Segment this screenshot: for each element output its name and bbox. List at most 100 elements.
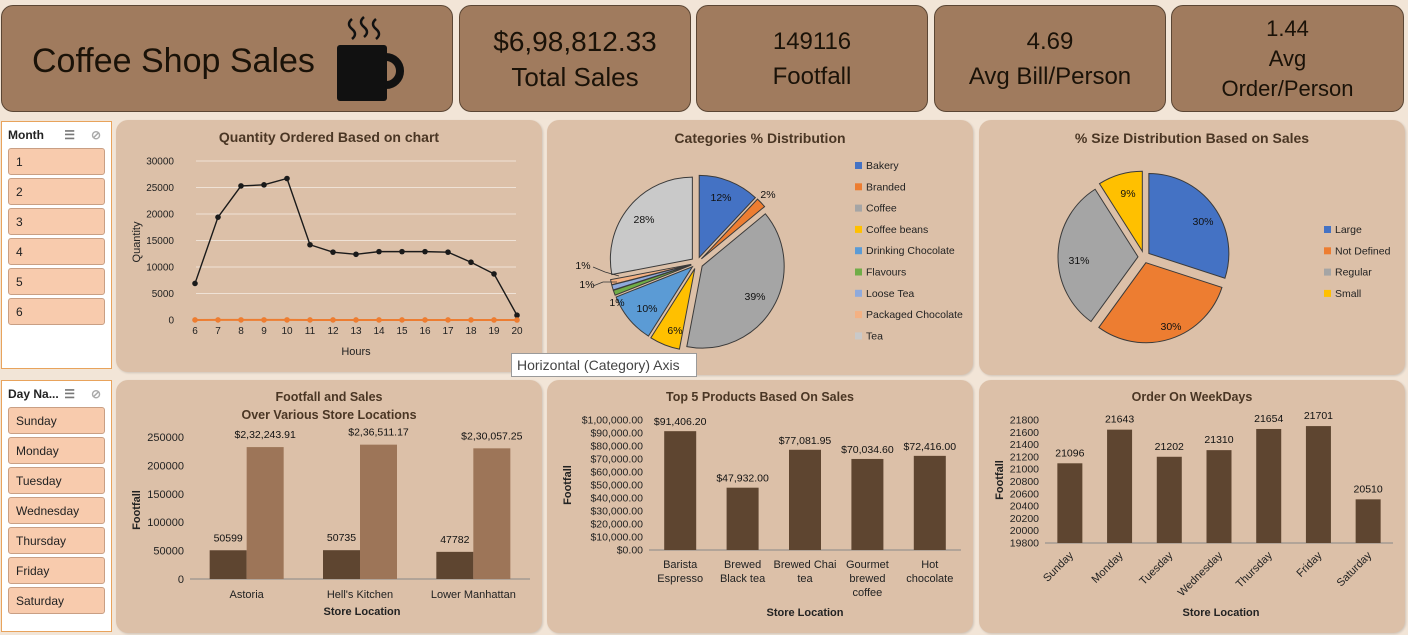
y-tick-label: 21800 [1010,415,1039,427]
x-tick-label: 6 [192,326,198,337]
month-item-2[interactable]: 2 [8,178,105,205]
quantity-chart-panel[interactable]: Quantity Ordered Based on chart 0 5000 1000… [116,120,542,372]
axis-tooltip: Horizontal (Category) Axis [511,353,697,377]
multi-select-icon[interactable]: ☰ [64,128,75,142]
x-tick-label: 19 [488,326,500,337]
month-item-6[interactable]: 6 [8,298,105,325]
dashboard-title: Coffee Shop Sales [32,42,315,80]
weekdays-bar-chart: Order On WeekDays 19800200002020020400206… [994,390,1393,619]
x-tick-label: Saturday [1335,549,1375,589]
day-item-thursday[interactable]: Thursday [8,527,105,554]
bar-footfall [436,551,474,579]
size-chart-panel[interactable]: % Size Distribution Based on Sales 30% 30%… [979,120,1405,375]
x-tick-label: coffee [853,587,883,599]
data-point [215,317,221,323]
data-point [261,317,267,323]
x-tick-label: Hell's Kitchen [327,589,393,601]
x-tick-label: 14 [373,326,385,337]
data-point [307,317,313,323]
month-item-1[interactable]: 1 [8,148,105,175]
legend-label: Coffee beans [866,224,928,236]
x-tick-label: 18 [465,326,477,337]
avg-order-label-2: Order/Person [1221,75,1354,101]
avg-order-label-1: Avg [1268,45,1307,71]
x-tick-label: 20 [511,326,523,337]
legend-label: Bakery [866,160,899,172]
month-item-4[interactable]: 4 [8,238,105,265]
data-point [468,259,474,266]
bar-data-label: $2,30,057.25 [461,430,522,442]
y-tick-label: $0.00 [617,545,643,557]
legend-label: Coffee [866,203,897,215]
bar-data-label: $70,034.60 [841,444,894,456]
day-item-wednesday[interactable]: Wednesday [8,497,105,524]
multi-select-icon[interactable]: ☰ [64,387,75,401]
legend-swatch [855,311,862,319]
data-point [422,248,428,255]
day-item-tuesday[interactable]: Tuesday [8,467,105,494]
bar [1305,426,1331,543]
chart-subtitle: Over Various Store Locations [241,408,416,422]
data-point [238,183,244,189]
weekdays-chart-panel[interactable]: Order On WeekDays 19800 20000 20200 20400 206… [979,380,1405,633]
avg-bill-card: 4.69 Avg Bill/Person [934,5,1166,112]
y-tick-label: 30000 [146,157,174,168]
bar [1206,450,1232,543]
bar-data-label: 21701 [1304,410,1333,422]
title-card: Coffee Shop Sales [1,5,453,112]
day-slicer: Day Na... ☰ ⊘ Sunday Monday Tuesday Wedn… [1,380,112,632]
day-item-friday[interactable]: Friday [8,557,105,584]
footfall-card: 149116 Footfall [696,5,928,112]
bar-data-label: $47,932.00 [716,473,769,485]
day-item-monday[interactable]: Monday [8,437,105,464]
bar [913,455,946,550]
chart-title: Categories % Distribution [674,130,845,146]
footfall-sales-chart-panel[interactable]: Footfall and Sales Over Various Store Loc… [116,380,542,633]
y-tick-label: 20400 [1010,501,1039,513]
slice-data-label: 39% [744,291,765,303]
y-tick-label: 21600 [1010,427,1039,439]
y-tick-label: 21400 [1010,439,1039,451]
data-point [215,214,221,220]
legend-swatch [855,225,862,233]
avg-order-value: 1.44 [1266,15,1309,41]
month-item-5[interactable]: 5 [8,268,105,295]
data-point [284,175,290,182]
data-point [376,317,382,323]
data-point [468,317,474,323]
legend-label: Tea [866,330,883,342]
y-tick-label: 10000 [146,263,174,274]
data-point [353,251,359,258]
month-item-3[interactable]: 3 [8,208,105,235]
y-tick-label: 100000 [147,517,184,529]
size-pie-chart: % Size Distribution Based on Sales 30% 30%… [1057,130,1391,344]
data-point [399,248,405,255]
data-point [422,317,428,323]
clear-filter-icon[interactable]: ⊘ [90,387,101,401]
top5-chart-panel[interactable]: Top 5 Products Based On Sales $0.00 $10,00… [547,380,973,633]
top5-products-bar-chart: Top 5 Products Based On Sales $0.00$10,00… [562,390,961,619]
day-item-saturday[interactable]: Saturday [8,587,105,614]
legend-label: Flavours [866,267,906,279]
x-tick-label: Hot [921,559,938,571]
categories-pie-chart: Categories % Distribution 12% 2% 39% 6% 10% 1%… [575,130,963,350]
pie-slice [698,174,757,259]
categories-chart-panel[interactable]: Categories % Distribution 12% 2% 39% 6% 10% 1%… [547,120,973,375]
slice-data-label: 6% [667,325,682,337]
y-tick-label: $1,00,000.00 [582,415,643,427]
bar-data-label: $2,32,243.91 [235,429,296,441]
pie-slice [701,198,766,260]
pie-slice [1148,172,1230,279]
y-tick-label: 20000 [146,210,174,221]
slice-data-label: 1% [609,297,624,309]
bar-data-label: $72,416.00 [904,441,957,453]
x-axis-label: Store Location [766,607,843,619]
month-slicer: Month ☰ ⊘ 1 2 3 4 5 6 [1,121,112,369]
clear-filter-icon[interactable]: ⊘ [90,128,101,142]
y-tick-label: $10,000.00 [590,532,643,544]
total-sales-value: $6,98,812.33 [493,25,657,57]
day-item-sunday[interactable]: Sunday [8,407,105,434]
data-point [307,241,313,248]
y-axis-label: Footfall [994,460,1006,500]
legend-swatch [855,268,862,276]
